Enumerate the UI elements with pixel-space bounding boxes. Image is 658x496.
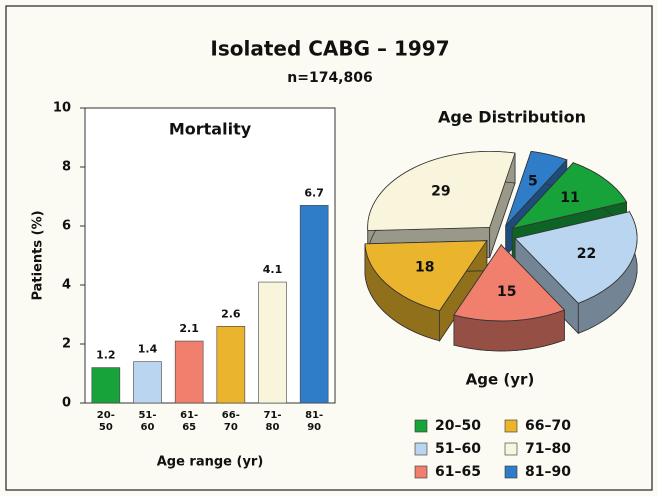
pie-slice <box>511 162 628 230</box>
pie-title: Age Distribution <box>438 108 586 127</box>
bar <box>299 205 329 404</box>
legend-swatch <box>414 442 428 456</box>
legend-swatch <box>504 442 518 456</box>
bar <box>258 281 287 404</box>
value-label: 18 <box>415 260 434 276</box>
legend-swatch <box>504 465 518 479</box>
pie-slice <box>453 244 566 322</box>
x-tick-label: 61-65 <box>180 410 199 433</box>
legend-swatch <box>504 419 518 433</box>
y-tick-label: 0 <box>62 396 71 411</box>
legend-label: 61–65 <box>435 464 481 480</box>
x-tick-label: 71-80 <box>263 410 282 433</box>
frame <box>5 5 653 491</box>
value-label: 4.1 <box>263 263 283 276</box>
bar <box>174 340 204 404</box>
pie-slice <box>367 150 516 231</box>
y-tick-label: 10 <box>53 101 71 116</box>
x-tick-label: 66-70 <box>221 410 240 433</box>
legend-label: 71–80 <box>525 441 571 457</box>
legend-swatch <box>414 465 428 479</box>
chart-subtitle: n=174,806 <box>287 70 372 86</box>
pie-label: Age (yr) <box>466 371 535 389</box>
x-tick-label: 51-60 <box>138 410 157 433</box>
value-label: 15 <box>497 284 516 300</box>
y-axis-label: Patients (%) <box>31 210 46 300</box>
pie-slice <box>514 211 638 304</box>
bar <box>91 367 121 404</box>
value-label: 29 <box>431 183 450 199</box>
plot-title: Mortality <box>169 120 252 139</box>
y-tick-label: 2 <box>62 337 71 352</box>
y-tick-label: 8 <box>62 160 71 175</box>
value-label: 6.7 <box>304 186 324 199</box>
legend-label: 81–90 <box>525 464 571 480</box>
value-label: 22 <box>577 246 596 262</box>
pie-slice <box>505 150 568 226</box>
chart-title: Isolated CABG – 1997 <box>210 37 449 61</box>
bar <box>133 361 162 404</box>
pie-slice <box>364 240 488 312</box>
legend-label: 20–50 <box>435 418 481 434</box>
value-label: 1.2 <box>96 349 116 362</box>
x-tick-label: 20-50 <box>96 410 115 433</box>
plot-area <box>84 107 336 404</box>
value-label: 2.1 <box>179 322 199 335</box>
bar <box>216 325 246 404</box>
y-tick-label: 6 <box>62 219 71 234</box>
legend-label: 51–60 <box>435 441 481 457</box>
legend-label: 66–70 <box>525 418 571 434</box>
value-label: 1.4 <box>138 343 158 356</box>
legend-swatch <box>414 419 428 433</box>
x-tick-label: 81-90 <box>305 410 324 433</box>
value-label: 11 <box>560 190 579 206</box>
value-label: 2.6 <box>221 307 241 320</box>
y-tick-label: 4 <box>62 278 71 293</box>
x-axis-label: Age range (yr) <box>157 455 264 470</box>
value-label: 5 <box>528 174 538 190</box>
